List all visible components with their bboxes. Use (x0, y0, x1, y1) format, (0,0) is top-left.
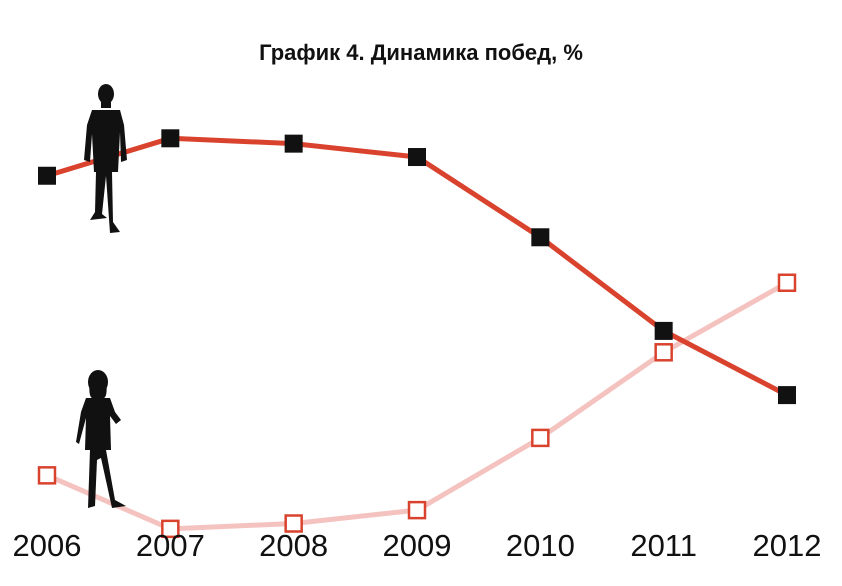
x-tick-label-2009: 2009 (383, 528, 452, 563)
data-point-series0-2008 (284, 134, 303, 153)
data-point-series0-2006 (38, 166, 56, 185)
data-point-series1-2011 (654, 343, 673, 362)
data-point-series1-2008 (284, 514, 303, 533)
data-point-series0-2009 (408, 148, 426, 167)
x-tick-label-2008: 2008 (259, 528, 328, 563)
x-tick-label-2006: 2006 (13, 528, 82, 563)
data-point-series1-2010 (531, 428, 550, 448)
data-point-series0-2007 (161, 129, 180, 148)
businesswoman-silhouette-icon (76, 370, 126, 508)
data-point-series1-2009 (407, 500, 427, 520)
x-tick-label-2007: 2007 (136, 528, 205, 563)
data-point-series0-2011 (654, 321, 673, 340)
businessman-silhouette-icon (84, 84, 127, 233)
data-point-series1-2006 (37, 466, 57, 485)
x-tick-label-2012: 2012 (753, 528, 822, 563)
series-line-1 (46, 280, 789, 532)
series-markers (37, 129, 797, 539)
x-tick-label-2011: 2011 (630, 528, 697, 563)
x-axis-ticks: 2006 2007 2008 2009 2010 2011 2012 (13, 528, 822, 563)
data-point-series1-2012 (777, 273, 797, 292)
x-tick-label-2010: 2010 (506, 528, 575, 563)
data-point-series0-2012 (778, 386, 796, 405)
series-line-0 (46, 135, 789, 398)
chart-title: График 4. Динамика побед, % (259, 40, 583, 65)
series-lines (46, 135, 789, 532)
data-point-series0-2010 (531, 228, 550, 247)
data-point-series1-2007 (161, 519, 180, 539)
